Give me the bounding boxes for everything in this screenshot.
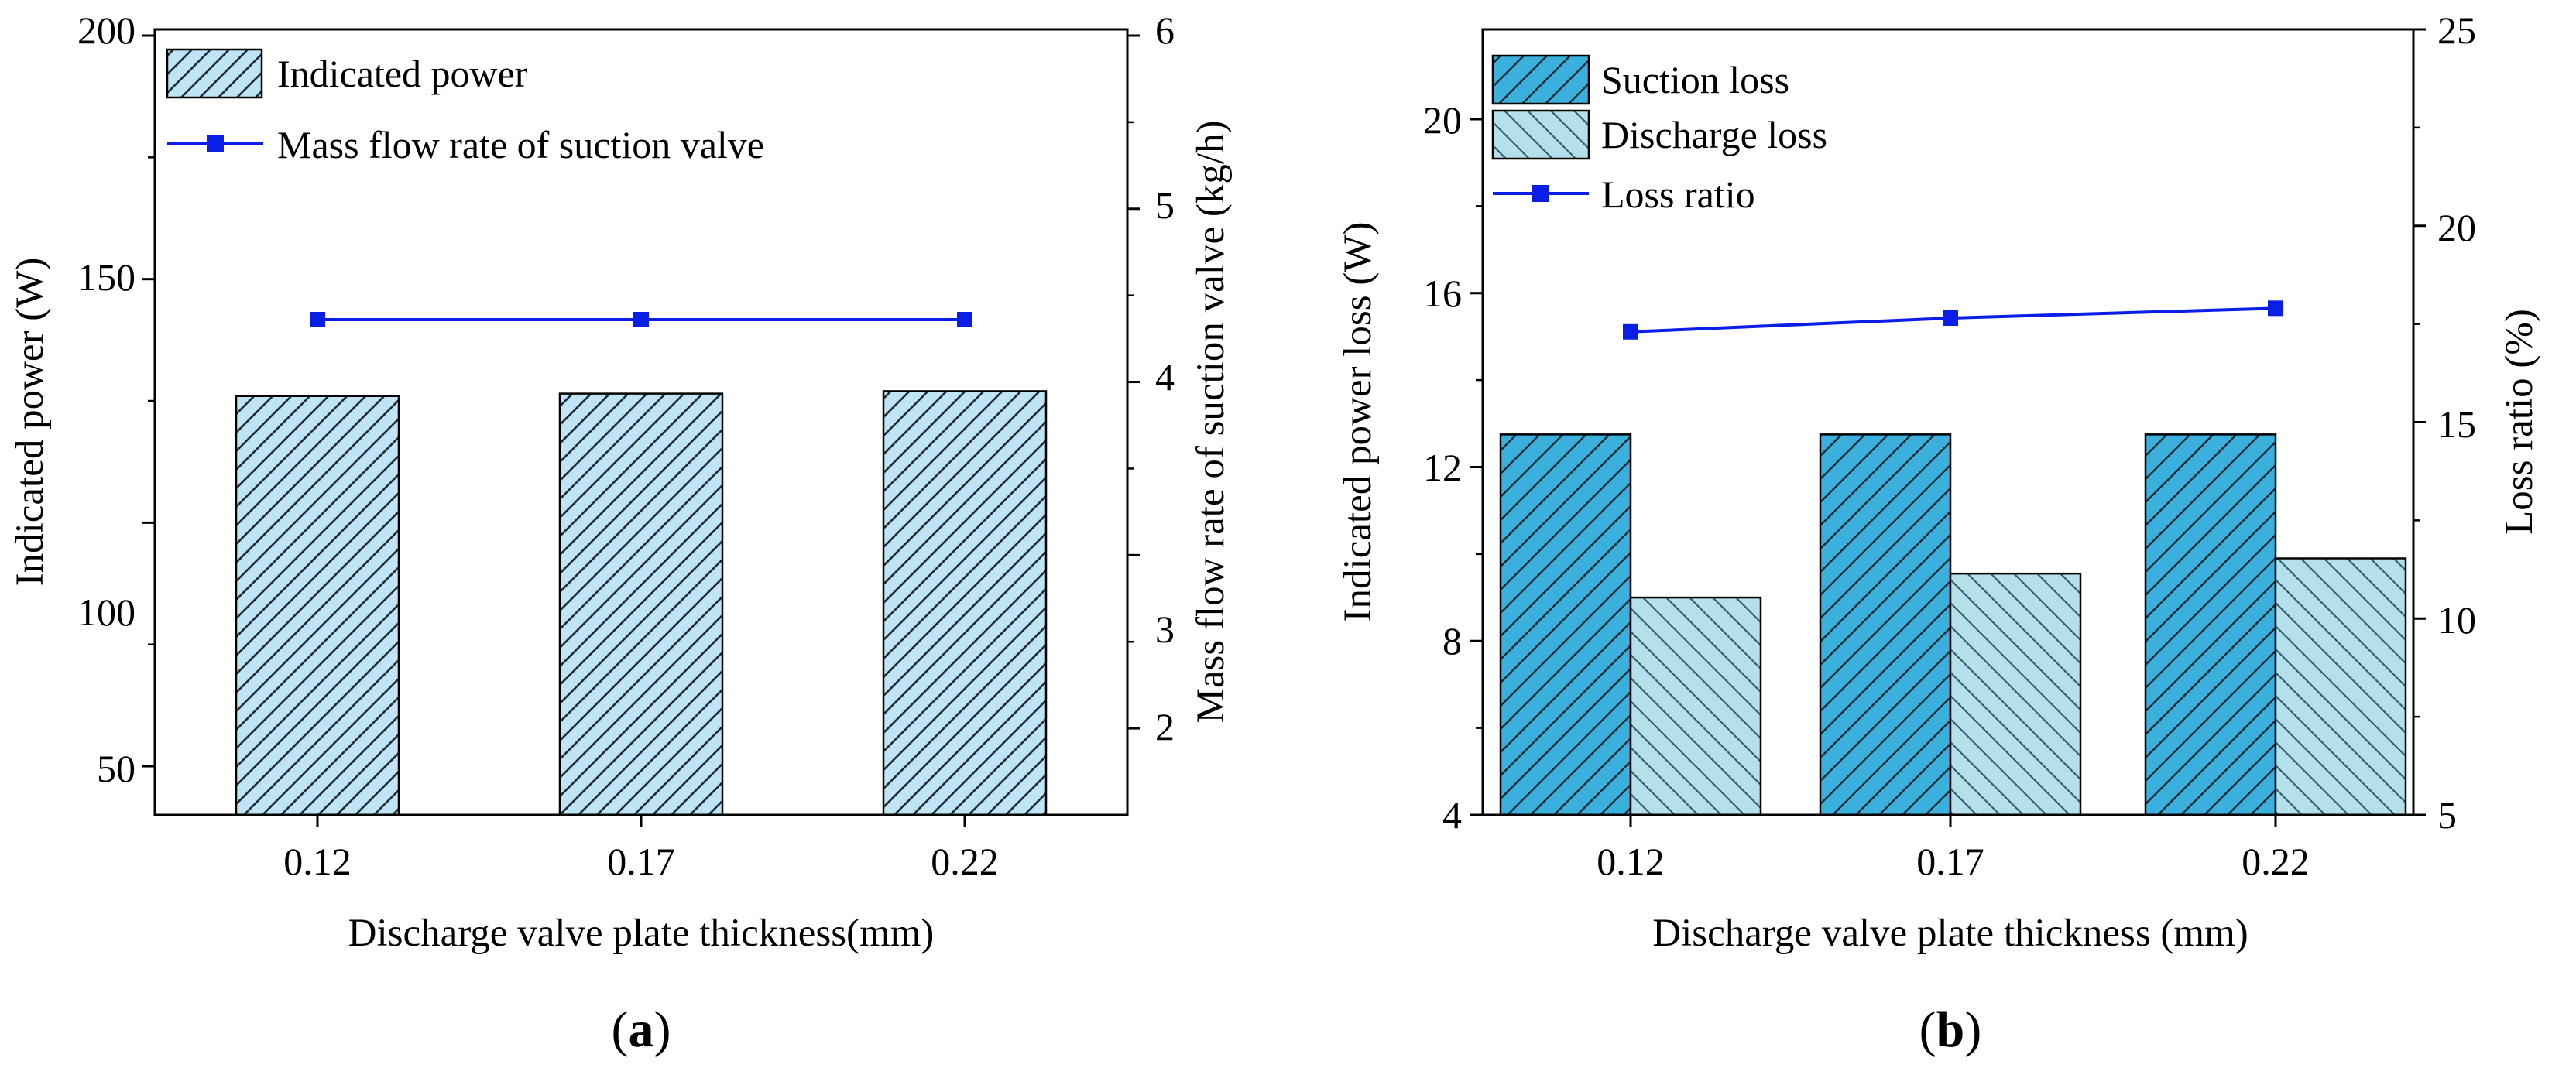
panel-label-b: (b): [1919, 1001, 1982, 1058]
legend-swatch-discharge-loss: [1491, 109, 1590, 160]
bar-discharge-loss: [1629, 596, 1762, 816]
chart-b-y2-axis-label: Loss ratio (%): [2498, 309, 2541, 535]
chart-a-y-axis-label: Indicated power (W): [9, 258, 52, 587]
chart-a-y-tick: 100: [77, 590, 135, 634]
point-mass-flow-rate: [957, 311, 972, 327]
point-mass-flow-rate: [633, 311, 649, 327]
chart-a-x-tick: 0.12: [283, 840, 352, 883]
chart-b-x-tick: 0.22: [2242, 840, 2310, 883]
chart-b-y-tick: 8: [1442, 619, 1462, 662]
point-loss-ratio: [1943, 310, 1958, 327]
legend-label-discharge-loss: Discharge loss: [1601, 113, 1827, 156]
chart-a-y2-tick: 5: [1155, 183, 1175, 227]
chart-b-y2-tick: 20: [2437, 206, 2476, 249]
chart-b-y-tick: 4: [1442, 793, 1462, 837]
chart-a-y2-tick: 2: [1155, 705, 1175, 748]
legend-swatch-suction-loss: [1491, 54, 1590, 105]
chart-b-y2-tick: 5: [2437, 793, 2457, 837]
chart-b-x-tick: 0.17: [1916, 840, 1984, 883]
chart-b-y-tick: 16: [1423, 272, 1462, 315]
chart-b-y-tick: 20: [1423, 98, 1462, 142]
chart-b-legend: Suction loss Discharge loss Loss ratio: [1491, 54, 1827, 216]
legend-marker-loss-ratio: [1532, 185, 1549, 202]
panel-label-a: (a): [612, 1001, 671, 1058]
chart-a-x-tick: 0.22: [931, 840, 999, 883]
legend-marker-mass-flow: [207, 135, 224, 152]
bar-discharge-loss: [2274, 557, 2407, 816]
chart-b-y2-tick: 10: [2437, 598, 2476, 642]
chart-b-y-axis-label: Indicated power loss (W): [1336, 222, 1380, 622]
bar-suction-loss: [1819, 433, 1952, 816]
bar-indicated-power: [235, 395, 400, 816]
legend-label-suction-loss: Suction loss: [1601, 58, 1789, 101]
chart-b-x-axis-label: Discharge valve plate thickness (mm): [1652, 912, 2248, 955]
legend-swatch-indicated-power: [166, 48, 263, 99]
chart-a: 0.12 0.17 0.22 50 100 150 200 2 3 4 5 6 …: [9, 9, 1233, 1058]
chart-a-y-tick: 50: [97, 747, 135, 790]
legend-label-mass-flow: Mass flow rate of suction valve: [277, 123, 764, 166]
chart-b: 0.12 0.17 0.22 4 8 12 16 20 5 10 15 20 2…: [1336, 9, 2541, 1058]
chart-b-y-tick: 12: [1423, 446, 1462, 489]
chart-a-legend: Indicated power Mass flow rate of suctio…: [166, 48, 764, 166]
chart-a-y2-tick: 3: [1155, 608, 1175, 651]
chart-a-x-axis-label: Discharge valve plate thickness(mm): [348, 912, 935, 955]
chart-b-y2-tick: 25: [2437, 9, 2476, 52]
point-loss-ratio: [1623, 323, 1638, 340]
bar-indicated-power: [558, 392, 724, 816]
chart-a-y2-tick: 4: [1155, 355, 1175, 399]
chart-a-y-tick: 200: [77, 9, 135, 52]
point-mass-flow-rate: [310, 311, 325, 327]
bar-discharge-loss: [1949, 572, 2082, 816]
chart-a-y2-axis-label: Mass flow rate of suction valve (kg/h): [1189, 121, 1233, 724]
bar-suction-loss: [2144, 433, 2277, 816]
chart-a-y-tick: 150: [77, 255, 135, 299]
chart-a-y2-tick: 6: [1155, 9, 1175, 52]
point-loss-ratio: [2268, 300, 2283, 317]
legend-label-loss-ratio: Loss ratio: [1601, 173, 1755, 216]
bar-indicated-power: [882, 390, 1048, 816]
chart-b-x-tick: 0.12: [1597, 840, 1665, 883]
chart-b-y2-tick: 15: [2437, 402, 2476, 446]
legend-label-indicated-power: Indicated power: [277, 52, 528, 95]
bar-suction-loss: [1499, 433, 1632, 816]
chart-a-x-tick: 0.17: [607, 840, 675, 883]
